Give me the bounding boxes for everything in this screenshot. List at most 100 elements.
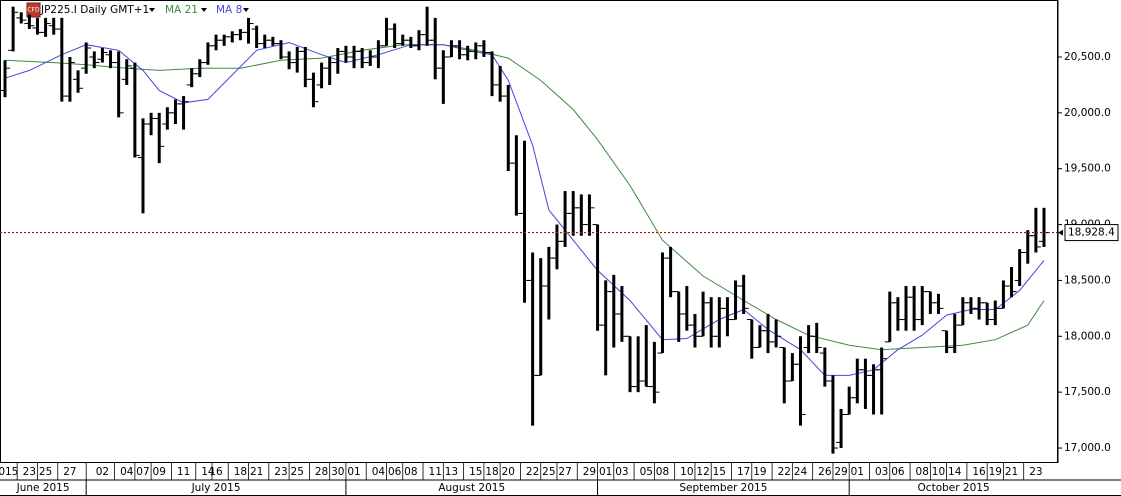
- ohlc-bar: [121, 59, 132, 85]
- ohlc-bar: [308, 72, 319, 108]
- ohlc-bar: [73, 70, 84, 93]
- x-tick-label: 23: [274, 466, 287, 478]
- x-tick-label: 06: [388, 466, 402, 478]
- x-tick-label: 03: [875, 466, 888, 478]
- y-tick-label: 18,000.0: [1064, 330, 1111, 342]
- x-tick-label: 11: [177, 466, 190, 478]
- legend-ma21[interactable]: MA 21: [165, 4, 198, 16]
- ohlc-bar: [64, 56, 75, 102]
- x-tick-label: 18: [485, 466, 498, 478]
- x-tick-label: 10: [932, 466, 945, 478]
- ohlc-bar: [1006, 267, 1017, 298]
- month-label: July 2015: [191, 482, 241, 494]
- y-tick-label: 18,500.0: [1064, 274, 1111, 286]
- x-tick-label: 21: [250, 466, 263, 478]
- x-tick-label: 19: [989, 466, 1002, 478]
- x-tick-label: 03: [615, 466, 628, 478]
- ohlc-bar: [827, 375, 838, 454]
- x-tick-label: 15: [469, 466, 482, 478]
- x-tick-label: 04: [372, 466, 386, 478]
- x-tick-label: 21: [1005, 466, 1018, 478]
- ohlc-bar: [16, 12, 27, 24]
- ohlc-bar: [1030, 207, 1041, 253]
- x-tick-label: 09: [153, 466, 166, 478]
- x-tick-label: 27: [63, 466, 76, 478]
- cfd-icon: [26, 2, 41, 18]
- x-tick-label: 10: [680, 466, 693, 478]
- x-tick-label: 07: [136, 466, 149, 478]
- y-tick-label: 17,000.0: [1064, 442, 1111, 454]
- ohlc-bar: [24, 14, 35, 30]
- dropdown-arrow[interactable]: [149, 8, 155, 12]
- ohlc-bar: [649, 341, 660, 404]
- x-tick-label: 24: [794, 466, 808, 478]
- x-tick-label: 16: [972, 466, 986, 478]
- x-tick-label: 11: [429, 466, 442, 478]
- x-tick-label: 30: [331, 466, 344, 478]
- x-tick-label: 13: [445, 466, 458, 478]
- month-label: October 2015: [918, 482, 990, 494]
- x-tick-label: 12: [696, 466, 709, 478]
- month-label: September 2015: [679, 482, 767, 494]
- ohlc-bar: [811, 322, 822, 354]
- x-tick-label: 22: [778, 466, 791, 478]
- ohlc-bar: [89, 51, 100, 69]
- x-tick-label: 29: [834, 466, 847, 478]
- x-tick-label: 19: [753, 466, 766, 478]
- ohlc-bar: [129, 62, 140, 158]
- last-price-label: 18,928.4: [1068, 227, 1115, 239]
- ohlc-bar: [876, 347, 887, 415]
- month-label: August 2015: [438, 482, 505, 494]
- x-tick-label: 01: [347, 466, 360, 478]
- ohlc-bar: [243, 17, 254, 44]
- x-tick-label: 25: [542, 466, 555, 478]
- x-tick-label: 15: [713, 466, 726, 478]
- dropdown-arrow[interactable]: [243, 8, 249, 12]
- moving-average-line: [4, 41, 1045, 376]
- ohlc-bar: [584, 194, 595, 236]
- x-tick-label: 23: [23, 466, 36, 478]
- x-tick-label: 05: [640, 466, 653, 478]
- ohlc-bar: [0, 60, 10, 98]
- x-tick-label: 27: [558, 466, 571, 478]
- x-tick-label: 08: [916, 466, 929, 478]
- ohlc-bar: [738, 274, 749, 314]
- last-price-box: [1064, 224, 1119, 242]
- x-tick-label: 29: [583, 466, 596, 478]
- dropdown-arrow[interactable]: [201, 8, 207, 12]
- x-tick-label: 23: [1029, 466, 1042, 478]
- month-label: June 2015: [16, 482, 70, 494]
- ohlc-bar: [154, 112, 165, 164]
- x-tick-label: 14: [201, 466, 215, 478]
- x-tick-label: 25: [39, 466, 52, 478]
- last-price-pointer: [1058, 229, 1063, 236]
- ohlc-bar: [178, 96, 189, 130]
- x-tick-label: 20: [502, 466, 515, 478]
- x-tick-label: 01: [851, 466, 864, 478]
- legend-ma8[interactable]: MA 8: [216, 4, 242, 16]
- x-tick-label: 01: [599, 466, 612, 478]
- x-tick-label: 18: [234, 466, 247, 478]
- x-tick-label: 04: [120, 466, 134, 478]
- ohlc-bar: [113, 51, 124, 118]
- cfd-icon-label: CFD: [27, 7, 40, 14]
- ohlc-bar: [97, 48, 108, 63]
- x-tick-label: 2015: [0, 466, 18, 478]
- ohlc-bar: [40, 17, 51, 37]
- header: CFD JP225.I Daily GMT+1 MA 21 MA 8: [26, 2, 249, 18]
- x-tick-label: 06: [891, 466, 905, 478]
- x-tick-label: 28: [315, 466, 328, 478]
- x-tick-label: 08: [656, 466, 669, 478]
- x-tick-label: 16: [209, 466, 223, 478]
- ohlc-bar: [933, 293, 944, 314]
- ohlc-bar: [795, 336, 806, 426]
- y-tick-label: 20,500.0: [1064, 51, 1111, 63]
- instrument-title[interactable]: JP225.I Daily GMT+1: [40, 4, 149, 16]
- y-tick-label: 20,000.0: [1064, 107, 1111, 119]
- x-tick-label: 08: [404, 466, 417, 478]
- x-tick-label: 02: [96, 466, 109, 478]
- x-tick-label: 26: [818, 466, 832, 478]
- x-tick-label: 17: [737, 466, 750, 478]
